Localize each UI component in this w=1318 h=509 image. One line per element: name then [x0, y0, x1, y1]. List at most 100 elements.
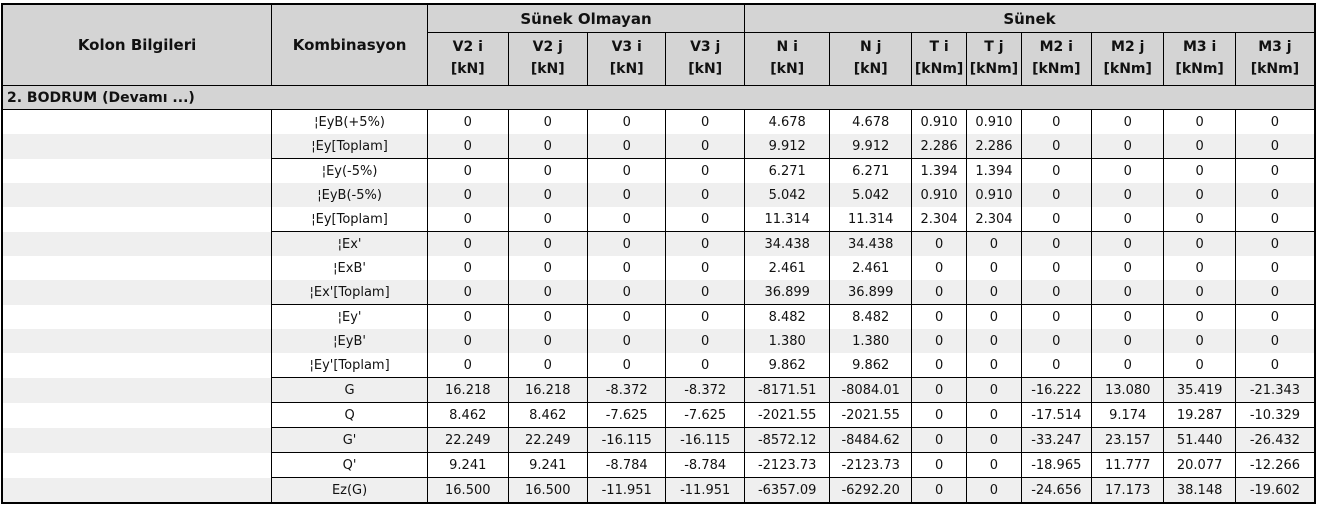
- value-cell: 5.042: [829, 183, 912, 207]
- value-cell: 9.862: [829, 353, 912, 378]
- value-cell: 0: [1234, 207, 1316, 232]
- value-cell: 0: [966, 402, 1022, 428]
- value-cell: 0: [1090, 256, 1165, 280]
- table-row: ¦ExB' 0 0 0 0 2.461 2.461 0 0 0 0 0 0: [1, 256, 1316, 280]
- kolon-bilgileri-cell: [1, 256, 273, 280]
- column-header: N j [kN]: [829, 32, 912, 86]
- column-unit: [kNm]: [914, 61, 964, 77]
- column-forces-report: Kolon Bilgileri Kombinasyon Sünek Olmaya…: [1, 3, 1317, 504]
- column-header: M2 i [kNm]: [1020, 32, 1093, 86]
- value-cell: 0: [966, 280, 1022, 305]
- column-name: M3 j: [1258, 39, 1292, 56]
- value-cell: -7.625: [665, 402, 745, 428]
- value-cell: 0: [586, 231, 667, 256]
- value-cell: 0: [910, 256, 968, 280]
- column-name: T j: [984, 39, 1004, 56]
- value-cell: 0: [1163, 207, 1236, 232]
- value-cell: 0: [1020, 183, 1093, 207]
- value-cell: 0: [586, 329, 667, 353]
- value-cell: 4.678: [829, 109, 912, 134]
- kolon-bilgileri-cell: [1, 377, 273, 403]
- value-cell: 0: [1020, 329, 1093, 353]
- value-cell: -11.951: [586, 477, 667, 504]
- combination-label: G: [271, 377, 429, 403]
- value-cell: -6357.09: [743, 477, 831, 504]
- value-cell: 0: [665, 183, 745, 207]
- value-cell: 0: [507, 231, 588, 256]
- value-cell: 8.482: [743, 304, 831, 329]
- value-cell: 0: [966, 427, 1022, 453]
- value-cell: 0: [1234, 158, 1316, 183]
- value-cell: 0: [586, 134, 667, 159]
- header-group-sunek: Sünek: [743, 3, 1316, 33]
- column-header: V2 j [kN]: [507, 32, 588, 86]
- value-cell: 17.173: [1090, 477, 1165, 504]
- combination-label: ¦EyB(+5%): [271, 109, 429, 134]
- value-cell: 0: [507, 353, 588, 378]
- column-name: V3 j: [690, 39, 721, 56]
- column-unit: [kNm]: [1103, 61, 1152, 77]
- value-cell: -8.784: [665, 452, 745, 478]
- kolon-bilgileri-cell: [1, 134, 273, 159]
- table-row: ¦Ey' 0 0 0 0 8.482 8.482 0 0 0 0 0 0: [1, 304, 1316, 329]
- value-cell: 9.862: [743, 353, 831, 378]
- value-cell: 0: [507, 158, 588, 183]
- value-cell: 0: [1163, 231, 1236, 256]
- value-cell: 0: [910, 377, 968, 403]
- combination-label: ¦Ey'[Toplam]: [271, 353, 429, 378]
- value-cell: 0: [507, 134, 588, 159]
- combination-label: ¦Ey(-5%): [271, 158, 429, 183]
- column-header: V3 i [kN]: [586, 32, 667, 86]
- column-header: T j [kNm]: [966, 32, 1022, 86]
- value-cell: 0: [1234, 280, 1316, 305]
- column-name: N j: [860, 39, 882, 56]
- value-cell: 0: [910, 329, 968, 353]
- value-cell: 0: [1020, 207, 1093, 232]
- value-cell: 0: [507, 183, 588, 207]
- value-cell: 0: [1234, 353, 1316, 378]
- column-unit: [kNm]: [1032, 61, 1081, 77]
- value-cell: 38.148: [1163, 477, 1236, 504]
- value-cell: 22.249: [427, 427, 509, 453]
- section-header-row: 2. BODRUM (Devamı ...): [1, 85, 1316, 110]
- table-row: ¦Ey[Toplam] 0 0 0 0 11.314 11.314 2.304 2.304 0 0…: [1, 207, 1316, 232]
- value-cell: -8084.01: [829, 377, 912, 403]
- table-row: Ez(G) 16.500 16.500 -11.951 -11.951 -6357.09…: [1, 477, 1316, 504]
- value-cell: 0: [1090, 304, 1165, 329]
- column-header: N i [kN]: [743, 32, 831, 86]
- value-cell: 36.899: [743, 280, 831, 305]
- value-cell: 13.080: [1090, 377, 1165, 403]
- value-cell: 0: [966, 353, 1022, 378]
- value-cell: 0: [586, 183, 667, 207]
- value-cell: 51.440: [1163, 427, 1236, 453]
- kolon-bilgileri-cell: [1, 207, 273, 232]
- kolon-bilgileri-cell: [1, 452, 273, 478]
- value-cell: 0: [910, 353, 968, 378]
- column-name: M2 j: [1111, 39, 1145, 56]
- value-cell: 0: [665, 304, 745, 329]
- value-cell: 0: [1090, 109, 1165, 134]
- table-row: ¦Ey[Toplam] 0 0 0 0 9.912 9.912 2.286 2.286 0 0 0 0: [1, 134, 1316, 159]
- value-cell: 9.241: [507, 452, 588, 478]
- value-cell: 0: [665, 353, 745, 378]
- value-cell: 0: [427, 353, 509, 378]
- value-cell: 0.910: [966, 109, 1022, 134]
- value-cell: 8.462: [507, 402, 588, 428]
- combination-label: ¦EyB(-5%): [271, 183, 429, 207]
- column-unit: [kN]: [530, 61, 565, 77]
- header-kolon-bilgileri: Kolon Bilgileri: [1, 3, 273, 86]
- value-cell: 16.500: [507, 477, 588, 504]
- value-cell: 0: [1163, 183, 1236, 207]
- value-cell: 0: [586, 109, 667, 134]
- value-cell: 16.218: [507, 377, 588, 403]
- value-cell: 0: [507, 109, 588, 134]
- column-unit: [kNm]: [1250, 61, 1300, 77]
- value-cell: 0: [427, 329, 509, 353]
- column-name: V2 j: [532, 39, 563, 56]
- value-cell: 0: [1163, 353, 1236, 378]
- value-cell: 0.910: [966, 183, 1022, 207]
- value-cell: 34.438: [743, 231, 831, 256]
- column-name: M2 i: [1039, 39, 1073, 56]
- value-cell: 0: [1020, 256, 1093, 280]
- combination-label: ¦Ex'[Toplam]: [271, 280, 429, 305]
